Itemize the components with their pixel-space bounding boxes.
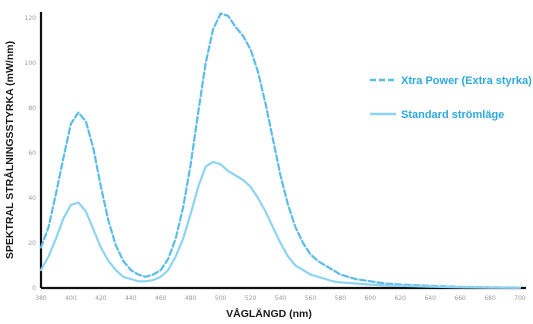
legend: Xtra Power (Extra styrka) Standard ströml… bbox=[370, 75, 532, 121]
y-tick-label: 40 bbox=[28, 195, 36, 202]
x-tick-label: 700 bbox=[514, 295, 526, 302]
y-tick-label: 0 bbox=[32, 285, 36, 292]
x-tick-label: 580 bbox=[335, 295, 347, 302]
series-line-xtra-power bbox=[39, 12, 522, 289]
y-tick-label: 120 bbox=[25, 15, 37, 22]
y-axis-title: SPEKTRAL STRÅLNINGSSTYRKA (mW/nm) bbox=[3, 41, 16, 259]
x-tick-label: 480 bbox=[185, 295, 197, 302]
y-tick-labels: 0 20 40 60 80 100 120 bbox=[25, 15, 37, 292]
x-tick-labels: 380 400 420 440 460 480 500 520 540 560 580 600 620 6… bbox=[35, 295, 526, 302]
x-tick-label: 540 bbox=[275, 295, 287, 302]
x-tick-label: 680 bbox=[484, 295, 496, 302]
legend-label-xtra-power: Xtra Power (Extra styrka) bbox=[401, 75, 532, 87]
y-tick-label: 100 bbox=[25, 60, 37, 67]
x-tick-label: 380 bbox=[35, 295, 47, 302]
y-tick-label: 20 bbox=[28, 240, 36, 247]
x-axis-title: VÅGLÄNGD (nm) bbox=[226, 307, 312, 320]
x-tick-label: 500 bbox=[215, 295, 227, 302]
x-tick-label: 660 bbox=[454, 295, 466, 302]
x-tick-label: 420 bbox=[95, 295, 107, 302]
x-tick-label: 640 bbox=[424, 295, 436, 302]
x-tick-label: 600 bbox=[365, 295, 377, 302]
y-tick-label: 60 bbox=[28, 150, 36, 157]
x-tick-label: 620 bbox=[395, 295, 407, 302]
y-tick-label: 80 bbox=[28, 105, 36, 112]
series-line-standard bbox=[39, 160, 522, 289]
x-tick-label: 440 bbox=[125, 295, 137, 302]
x-tick-label: 400 bbox=[65, 295, 77, 302]
x-tick-label: 460 bbox=[155, 295, 167, 302]
x-tick-label: 560 bbox=[305, 295, 317, 302]
x-tick-label: 520 bbox=[245, 295, 257, 302]
series-lines bbox=[39, 12, 522, 289]
legend-label-standard: Standard strömläge bbox=[401, 109, 504, 121]
